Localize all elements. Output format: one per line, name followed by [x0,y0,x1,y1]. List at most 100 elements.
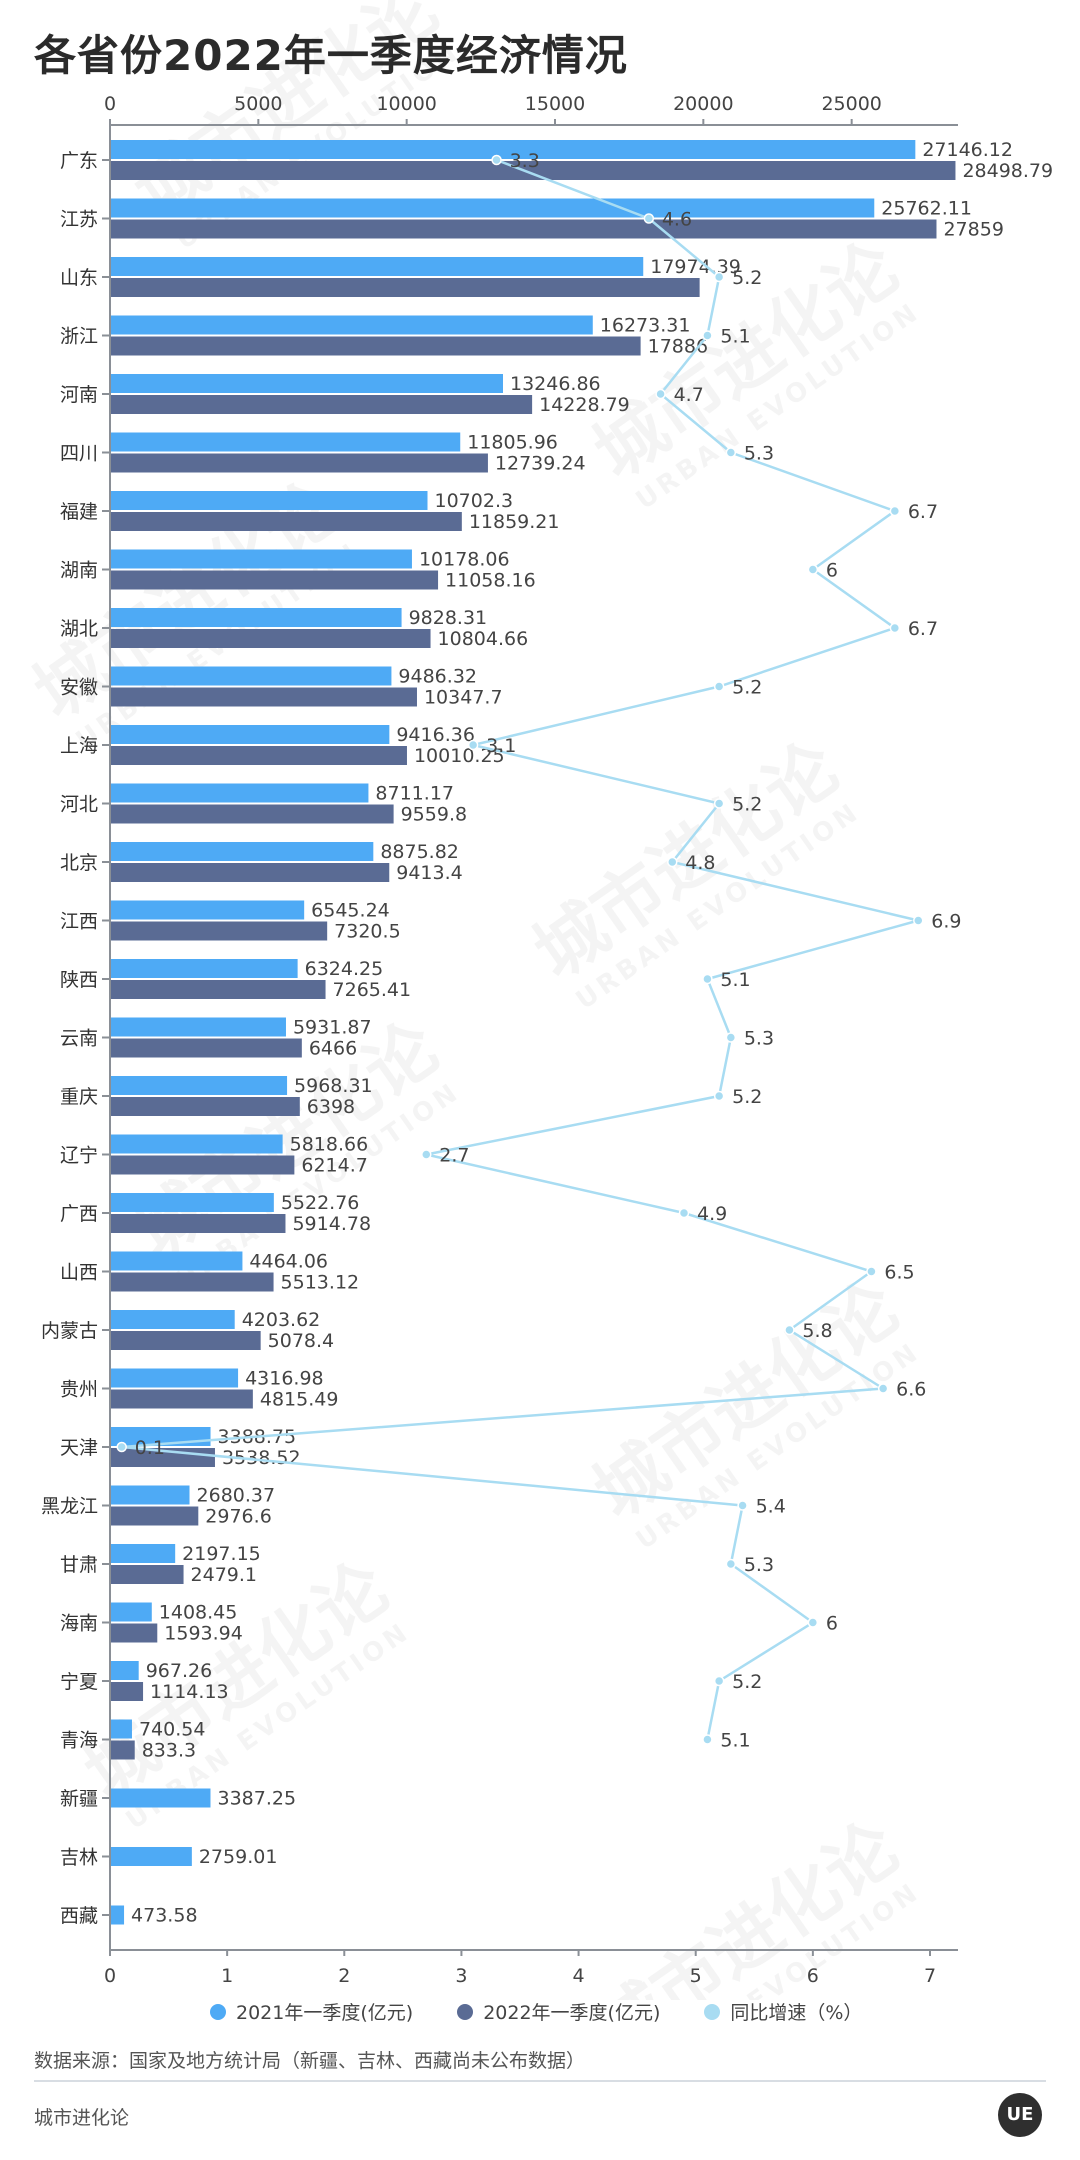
bar-2022 [110,219,937,239]
bar-2021 [110,1485,190,1505]
bar-label-2021: 4316.98 [245,1368,324,1390]
bar-2021 [110,1905,125,1925]
growth-label: 5.2 [732,794,762,816]
growth-point [713,271,725,283]
brand-name: 城市进化论 [34,2107,130,2129]
legend-item-growth[interactable]: 同比增速（%） [704,1998,862,2025]
category-label: 山西 [60,1262,98,1284]
bottom-axis-tick-label: 2 [338,1965,350,1987]
growth-point [866,1266,877,1277]
legend-label-2022: 2022年一季度(亿元) [483,2002,661,2024]
bar-label-2021: 740.54 [139,1719,205,1741]
bar-label-2021: 11805.96 [467,432,558,454]
bottom-axis-tick-label: 7 [924,1965,936,1987]
bar-2022 [110,980,326,999]
category-label: 福建 [60,501,98,523]
growth-point [678,1207,690,1219]
growth-label: 5.3 [744,1028,774,1050]
bar-label-2022: 27859 [943,219,1003,241]
bar-label-2022: 9559.8 [401,804,467,826]
growth-label: 5.8 [802,1320,832,1342]
bar-label-2021: 4203.62 [242,1309,321,1331]
growth-point [889,505,901,517]
category-label: 江西 [60,911,98,933]
top-axis: 0 5000 10000 15000 20000 25000 [104,93,958,126]
bar-2021 [110,549,412,569]
bar-label-2022: 6466 [309,1038,357,1060]
bar-2022 [110,570,439,590]
category-label: 湖南 [60,560,98,582]
bar-2022 [110,395,533,414]
bar-2022 [110,687,417,707]
category-label: 北京 [60,852,98,874]
legend-dot-2021-icon [210,2003,226,2020]
legend-dot-2022-icon [457,2003,474,2020]
top-axis-tick-label: 20000 [673,93,733,115]
growth-label: 5.2 [732,677,762,699]
bar-2021 [110,1193,274,1212]
bar-label-2021: 10702.3 [435,490,514,512]
bar-2022 [110,1740,135,1760]
bar-2021 [110,1134,283,1154]
category-label: 河北 [60,794,98,816]
category-label: 海南 [60,1613,98,1635]
growth-point [655,388,666,400]
category-label: 青海 [60,1730,98,1752]
bar-label-2022: 14228.79 [539,394,630,416]
bar-2021 [110,608,402,627]
growth-label: 5.2 [732,1086,762,1108]
bar-label-2021: 5931.87 [293,1017,372,1039]
bar-2022 [110,336,641,356]
legend-label-2021: 2021年一季度(亿元) [236,2002,414,2024]
bar-label-2022: 7265.41 [333,979,412,1001]
growth-label: 4.6 [662,209,692,231]
bar-label-2021: 8875.82 [380,841,459,863]
bar-2021 [110,1251,243,1271]
bar-label-2022: 5078.4 [268,1330,334,1352]
growth-label: 0.1 [135,1437,165,1459]
bar-label-2022: 6214.7 [301,1155,367,1177]
bar-2022 [110,1623,158,1643]
bar-2022 [110,1331,261,1350]
bar-2022 [110,1506,199,1526]
bar-2021 [110,959,298,978]
bar-2021 [110,1602,152,1622]
bar-label-2022: 2976.6 [205,1506,271,1528]
legend-label-growth: 同比增速（%） [730,2002,863,2024]
growth-label: 2.7 [439,1145,469,1167]
bar-2021 [110,1788,211,1808]
bottom-axis-tick-label: 0 [104,1965,116,1987]
bar-label-2022: 4815.49 [260,1389,339,1411]
growth-label: 5.1 [720,326,750,348]
category-label: 湖北 [60,618,98,640]
category-label: 安徽 [60,677,98,699]
bar-label-2022: 10347.7 [424,687,503,709]
top-axis-tick-label: 5000 [234,93,282,115]
bar-label-2022: 10804.66 [438,628,529,650]
bar-label-2021: 16273.31 [600,315,691,337]
bar-label-2022: 3538.52 [222,1447,301,1469]
bar-label-2022: 5513.12 [281,1272,360,1294]
bar-2022 [110,161,956,180]
growth-label: 3.1 [486,735,516,757]
category-label: 新疆 [60,1788,98,1810]
bar-2021 [110,1368,239,1388]
bar-2021 [110,900,305,920]
bar-label-2022: 6398 [307,1096,355,1118]
growth-point [467,739,479,751]
bar-2022 [110,629,431,648]
bar-2021 [110,783,369,803]
category-label: 宁夏 [60,1671,98,1693]
bottom-axis: 0 1 2 3 4 5 6 7 [104,1949,958,1987]
growth-point [725,1032,737,1043]
legend-item-2022[interactable]: 2022年一季度(亿元) [457,1998,660,2025]
bar-label-2021: 8711.17 [375,783,454,805]
bar-2021 [110,666,392,686]
bar-label-2021: 967.26 [146,1660,212,1682]
bar-label-2022: 28498.79 [962,160,1053,182]
bar-2021 [110,1017,286,1037]
bar-label-2021: 5818.66 [290,1134,369,1156]
legend-item-2021[interactable]: 2021年一季度(亿元) [210,1998,413,2025]
